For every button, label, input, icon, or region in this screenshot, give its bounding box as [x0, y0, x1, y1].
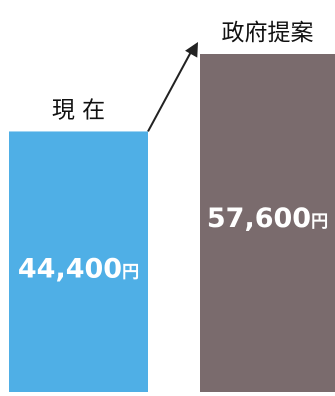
bar-2 — [200, 54, 335, 392]
value-label-1: 44,400円 — [18, 253, 139, 284]
value-unit-1: 円 — [122, 262, 139, 282]
increase-arrow-head — [185, 42, 198, 58]
value-label-2: 57,600円 — [207, 203, 328, 234]
bar-1 — [9, 131, 148, 393]
category-label-1: 現 在 — [52, 97, 105, 123]
value-number-2: 57,600 — [207, 203, 311, 234]
increase-arrow-line — [147, 49, 193, 132]
value-unit-2: 円 — [311, 212, 328, 232]
category-label-2: 政府提案 — [222, 20, 314, 46]
value-number-1: 44,400 — [18, 253, 122, 284]
